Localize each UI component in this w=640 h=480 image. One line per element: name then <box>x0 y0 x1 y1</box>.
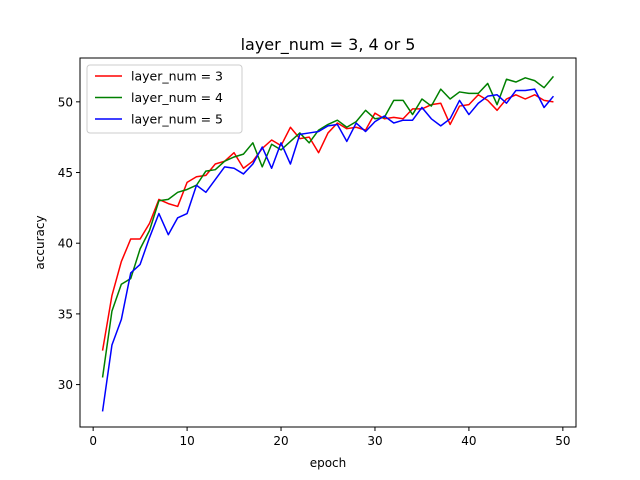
plot-lines <box>101 75 555 412</box>
series-line-2 <box>101 75 555 378</box>
y-tick-label: 35 <box>58 307 73 321</box>
y-tick-label: 50 <box>58 95 73 109</box>
x-tick-label: 0 <box>89 434 97 448</box>
x-tick-label: 20 <box>273 434 288 448</box>
y-axis-ticks: 30 35 40 45 50 <box>58 95 80 392</box>
chart-title: layer_num = 3, 4 or 5 <box>241 35 416 55</box>
x-tick-label: 40 <box>461 434 476 448</box>
legend-label-2: layer_num = 4 <box>131 90 223 105</box>
x-axis-label: epoch <box>310 456 347 470</box>
x-tick-label: 10 <box>179 434 194 448</box>
series-line-1 <box>101 94 554 351</box>
plot-frame <box>79 57 577 428</box>
x-tick-label: 30 <box>367 434 382 448</box>
x-tick-label: 50 <box>555 434 570 448</box>
legend: layer_num = 3 layer_num = 4 layer_num = 5 <box>86 64 243 134</box>
y-tick-label: 45 <box>58 166 73 180</box>
legend-box <box>86 64 243 134</box>
y-tick-label: 30 <box>58 378 73 392</box>
legend-label-1: layer_num = 3 <box>131 69 223 84</box>
legend-label-3: layer_num = 5 <box>131 112 223 127</box>
y-axis-label: accuracy <box>33 215 47 269</box>
x-axis-ticks: 0 10 20 30 40 50 <box>89 427 570 448</box>
y-tick-label: 40 <box>58 237 73 251</box>
series-line-3 <box>101 88 555 412</box>
